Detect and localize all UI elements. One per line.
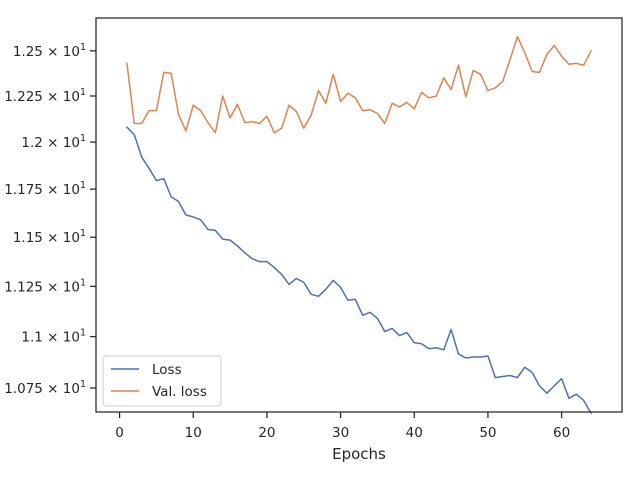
series-line-val-loss — [126, 35, 593, 134]
legend-label: Loss — [152, 362, 182, 378]
y-tick-label: 1.175 × 101 — [4, 180, 86, 198]
series-line-loss — [125, 126, 593, 415]
y-tick-label: 1.075 × 101 — [4, 379, 86, 397]
legend: Loss Val. loss — [102, 355, 222, 407]
y-tick-label: 1.1 × 101 — [21, 328, 86, 346]
x-tick-label: 10 — [185, 425, 202, 441]
axes-layer: 0 10 20 30 40 50 60 1.075 × 101 1.1 × 101 1.125 ×… — [4, 17, 623, 441]
x-tick-label: 30 — [332, 425, 349, 441]
y-tick-label: 1.2 × 101 — [21, 133, 86, 151]
x-tick-label: 40 — [406, 425, 423, 441]
legend-label: Val. loss — [152, 384, 207, 400]
y-tick-label: 1.125 × 101 — [4, 277, 86, 295]
plot-frame — [95, 17, 623, 413]
y-tick-label: 1.15 × 101 — [13, 228, 86, 246]
x-tick-label: 0 — [115, 425, 124, 441]
y-tick-label: 1.225 × 101 — [4, 87, 86, 105]
x-tick-label: 20 — [258, 425, 275, 441]
y-tick-label: 1.25 × 101 — [13, 42, 86, 60]
x-tick-label: 60 — [553, 425, 570, 441]
x-axis-label: Epochs — [332, 445, 386, 463]
series-layer — [125, 35, 593, 415]
x-tick-label: 50 — [479, 425, 496, 441]
